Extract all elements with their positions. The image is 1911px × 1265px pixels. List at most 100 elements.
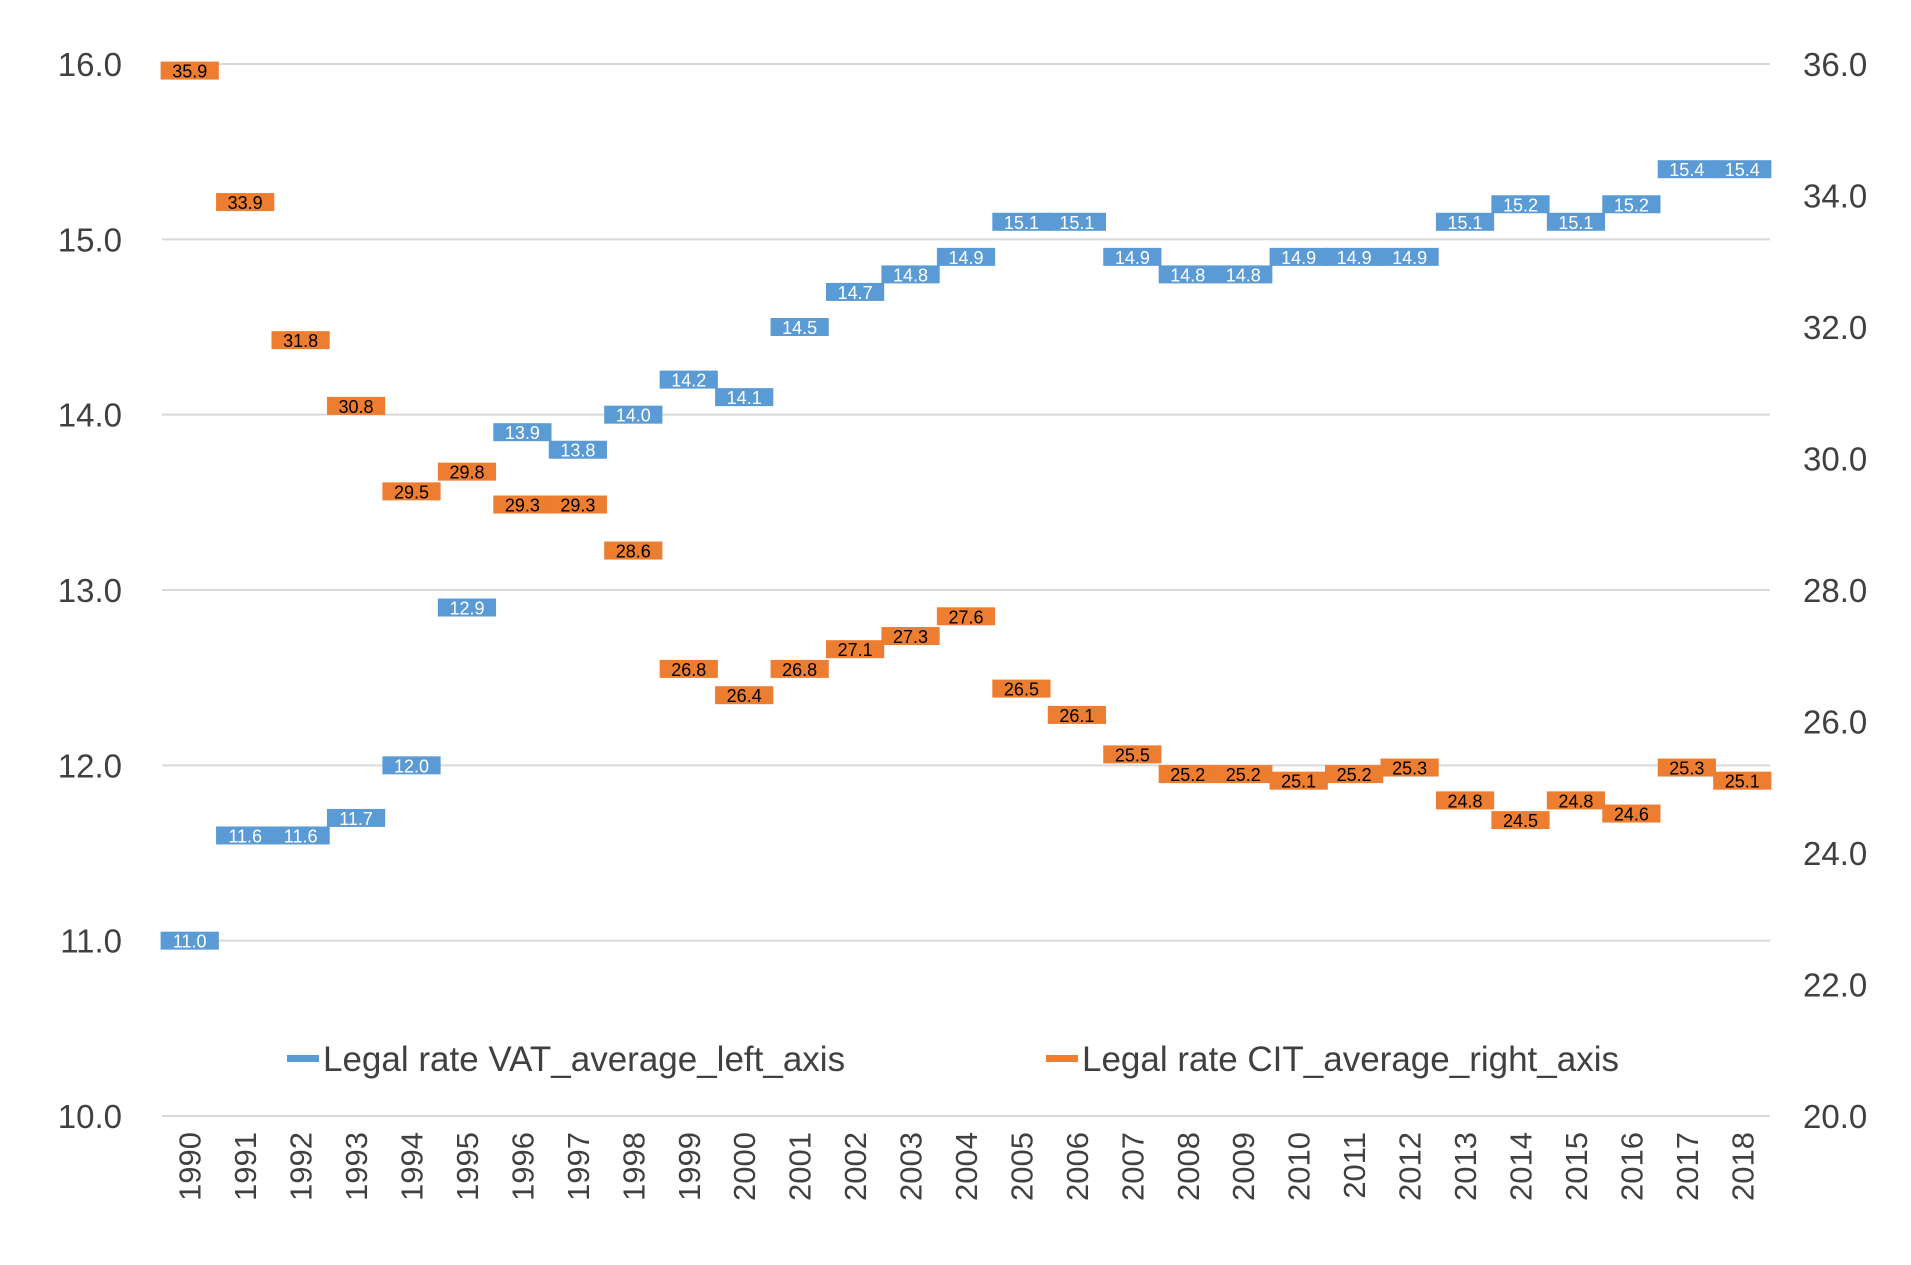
data-marker: [1158, 265, 1217, 284]
right-y-tick-label: 32.0: [1803, 309, 1867, 346]
data-label: 28.6: [616, 542, 651, 562]
x-tick-label: 2013: [1448, 1132, 1483, 1201]
data-marker: [881, 627, 940, 646]
data-marker: [1269, 247, 1328, 266]
data-marker: [659, 659, 718, 678]
data-marker: [493, 423, 552, 442]
data-marker: [1657, 758, 1716, 777]
x-tick-label: 2008: [1171, 1132, 1206, 1201]
left-y-tick-label: 14.0: [58, 397, 122, 434]
data-marker: [382, 756, 441, 775]
data-marker: [216, 826, 275, 845]
data-marker: [326, 396, 386, 415]
data-label: 14.8: [1226, 265, 1261, 285]
data-label: 14.9: [1281, 248, 1316, 268]
data-label: 35.9: [172, 62, 207, 82]
legend-label-vat: Legal rate VAT_average_left_axis: [323, 1040, 845, 1079]
x-tick-label: 1998: [616, 1132, 651, 1201]
data-marker: [548, 495, 607, 514]
left-y-tick-label: 13.0: [58, 572, 122, 609]
data-label: 30.8: [339, 397, 374, 417]
x-axis: 1990 1991 1992 1993 1994 1995 1996 1997 1998 1999…: [173, 1132, 1761, 1201]
data-marker: [1325, 247, 1384, 266]
data-marker: [881, 265, 940, 284]
data-label: 15.1: [1059, 213, 1094, 233]
data-label: 25.5: [1115, 745, 1150, 765]
data-marker: [271, 331, 330, 350]
data-marker: [770, 659, 829, 678]
data-marker: [1435, 791, 1495, 810]
data-label: 24.8: [1558, 791, 1593, 811]
x-tick-label: 2010: [1282, 1132, 1317, 1201]
data-marker: [992, 212, 1051, 231]
data-label: 14.9: [1392, 248, 1427, 268]
data-label: 14.7: [838, 283, 873, 303]
data-label: 26.1: [1059, 706, 1094, 726]
data-label: 14.8: [1170, 265, 1205, 285]
series-vat: 11.0 11.6 11.6 11.7 12.0 12.9 13.9 13.8 14.0 14.2…: [160, 160, 1772, 952]
data-marker: [1713, 160, 1772, 179]
x-tick-label: 2007: [1115, 1132, 1150, 1201]
data-label: 27.3: [893, 627, 928, 647]
x-tick-label: 1993: [339, 1132, 374, 1201]
data-label: 11.0: [173, 932, 207, 952]
right-y-tick-label: 22.0: [1803, 967, 1867, 1004]
data-marker: [1491, 195, 1550, 214]
x-tick-label: 2000: [727, 1132, 762, 1201]
data-marker: [1269, 771, 1328, 790]
data-marker: [548, 440, 607, 459]
right-y-tick-label: 20.0: [1803, 1098, 1867, 1135]
data-marker: [437, 598, 497, 617]
data-marker: [604, 405, 663, 424]
data-marker: [1103, 247, 1162, 266]
x-tick-label: 2004: [949, 1132, 984, 1201]
data-label: 14.9: [1115, 248, 1150, 268]
data-label: 25.1: [1281, 772, 1316, 792]
data-marker: [382, 482, 441, 501]
data-label: 26.8: [782, 660, 817, 680]
x-tick-label: 1992: [284, 1132, 319, 1201]
data-marker: [1435, 212, 1495, 231]
right-y-tick-label: 36.0: [1803, 46, 1867, 83]
data-marker: [992, 679, 1051, 698]
x-tick-label: 2016: [1614, 1132, 1649, 1201]
left-y-tick-label: 16.0: [58, 46, 122, 83]
data-marker: [1214, 765, 1273, 784]
x-tick-label: 2018: [1725, 1132, 1760, 1201]
x-tick-label: 1997: [561, 1132, 596, 1201]
gridlines: [162, 63, 1770, 1117]
data-label: 25.2: [1226, 765, 1261, 785]
data-label: 24.8: [1448, 791, 1483, 811]
x-tick-label: 2014: [1503, 1132, 1538, 1201]
data-label: 26.8: [671, 660, 706, 680]
x-tick-label: 2009: [1226, 1132, 1261, 1201]
data-label: 12.9: [449, 599, 484, 619]
data-marker: [493, 495, 552, 514]
right-y-tick-label: 24.0: [1803, 835, 1867, 872]
data-label: 33.9: [228, 193, 263, 213]
data-label: 11.7: [339, 809, 373, 829]
data-marker: [604, 541, 663, 560]
x-tick-label: 1995: [450, 1132, 485, 1201]
legend-label-cit: Legal rate CIT_average_right_axis: [1082, 1040, 1619, 1079]
data-marker: [271, 826, 330, 845]
data-label: 27.1: [838, 640, 873, 660]
data-label: 14.0: [616, 406, 651, 426]
data-label: 14.5: [782, 318, 817, 338]
data-label: 31.8: [283, 331, 318, 351]
data-label: 13.8: [560, 441, 595, 461]
data-marker: [1214, 265, 1273, 284]
left-y-axis: 10.0 11.0 12.0 13.0 14.0 15.0 16.0: [58, 46, 122, 1135]
data-marker: [216, 193, 275, 212]
left-y-tick-label: 10.0: [58, 1098, 122, 1135]
data-marker: [1713, 771, 1772, 790]
data-label: 14.9: [948, 248, 983, 268]
data-label: 15.1: [1448, 213, 1483, 233]
data-label: 14.9: [1337, 248, 1372, 268]
data-label: 15.1: [1558, 213, 1593, 233]
x-tick-label: 2017: [1670, 1132, 1705, 1201]
right-y-tick-label: 30.0: [1803, 441, 1867, 478]
data-label: 29.3: [560, 496, 595, 516]
data-label: 29.8: [449, 463, 484, 483]
